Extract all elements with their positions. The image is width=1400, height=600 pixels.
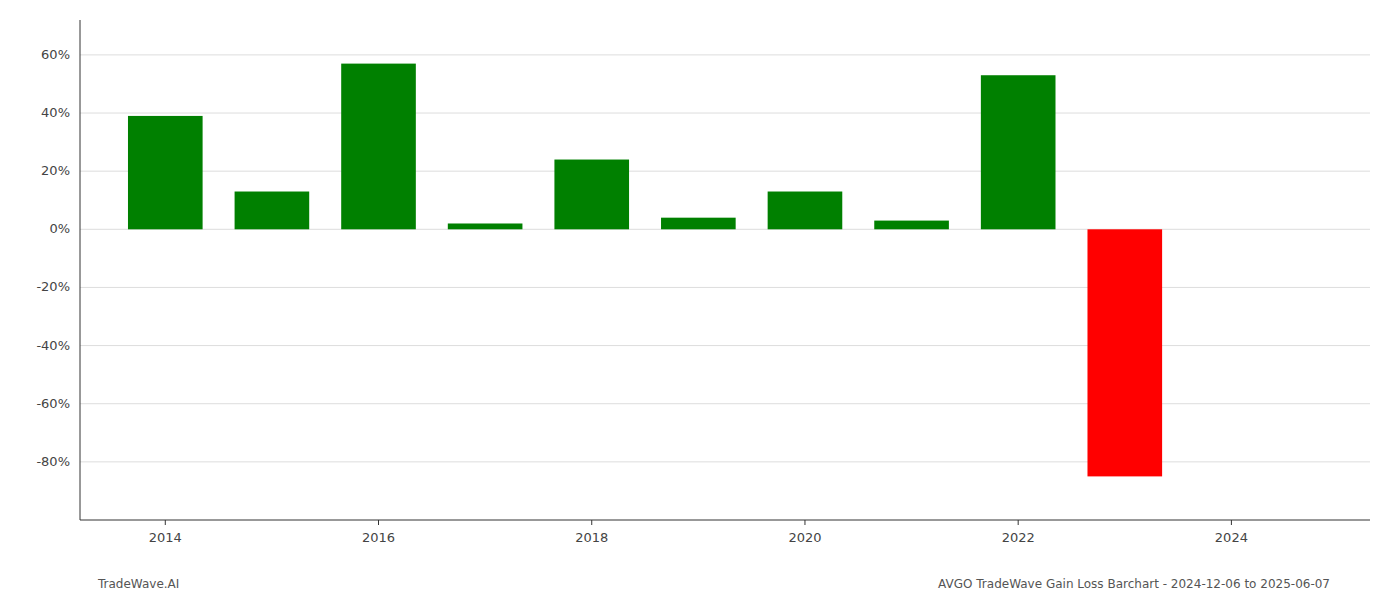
- y-tick-label: 40%: [41, 105, 70, 120]
- bars: [128, 64, 1162, 477]
- grid-line: [80, 171, 1370, 172]
- bar: [874, 221, 949, 230]
- x-tick-label: 2014: [149, 530, 182, 545]
- grid-line: [80, 461, 1370, 462]
- bar: [1087, 229, 1162, 476]
- bar: [235, 192, 310, 230]
- watermark: TradeWave.AI: [97, 577, 179, 591]
- y-tick-label: -40%: [36, 338, 70, 353]
- bar: [448, 223, 523, 229]
- x-tick: [804, 520, 805, 525]
- grid-line: [80, 113, 1370, 114]
- y-tick-label: 0%: [49, 221, 70, 236]
- x-axis-line: [80, 520, 1370, 521]
- x-tick: [165, 520, 166, 525]
- x-tick: [591, 520, 592, 525]
- y-tick-label: -80%: [36, 454, 70, 469]
- y-tick-label: 20%: [41, 163, 70, 178]
- y-tick-label: 60%: [41, 47, 70, 62]
- grid-line: [80, 287, 1370, 288]
- x-tick: [1018, 520, 1019, 525]
- x-tick: [1231, 520, 1232, 525]
- x-tick-label: 2020: [788, 530, 821, 545]
- grid-line: [80, 345, 1370, 346]
- y-grid: [80, 55, 1370, 462]
- bar: [128, 116, 203, 229]
- bar: [661, 218, 736, 230]
- grid-line: [80, 54, 1370, 55]
- x-tick-label: 2024: [1215, 530, 1248, 545]
- y-tick-label: -60%: [36, 396, 70, 411]
- y-axis-line: [80, 20, 81, 520]
- x-tick-label: 2018: [575, 530, 608, 545]
- bar: [981, 75, 1056, 229]
- title: AVGO TradeWave Gain Loss Barchart - 2024…: [938, 577, 1330, 591]
- x-tick: [378, 520, 379, 525]
- grid-line: [80, 403, 1370, 404]
- x-tick-label: 2016: [362, 530, 395, 545]
- bar: [554, 160, 629, 230]
- bar: [768, 192, 843, 230]
- bar: [341, 64, 416, 230]
- chart: -80% -60% -40% -20% 0% 20% 40% 60% 2014 2016 2018 2…: [0, 0, 1400, 600]
- y-tick-label: -20%: [36, 279, 70, 294]
- x-tick-label: 2022: [1002, 530, 1035, 545]
